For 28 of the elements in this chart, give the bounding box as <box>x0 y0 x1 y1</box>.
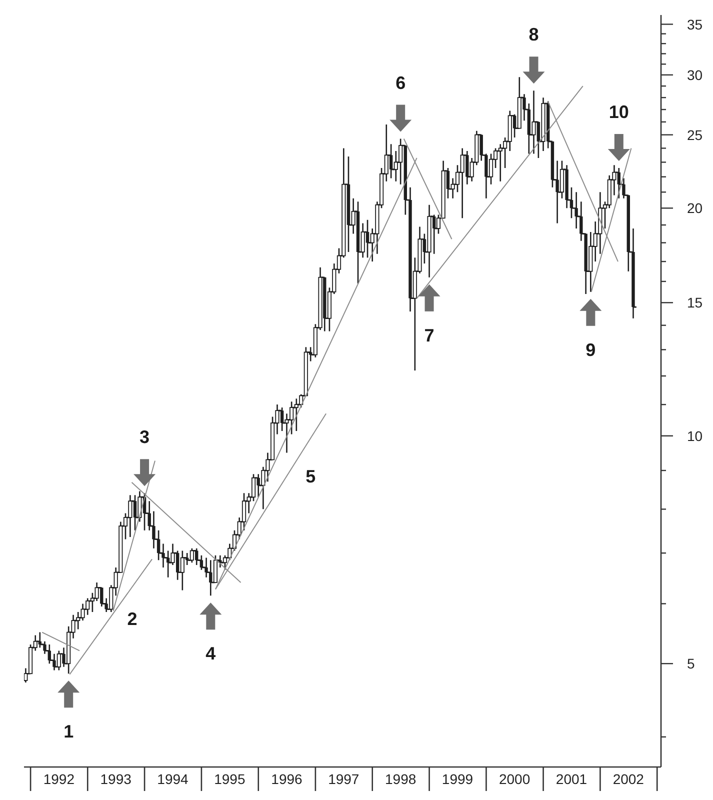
annotation: 2 <box>127 608 138 629</box>
x-tick-label: 1993 <box>100 771 132 787</box>
x-tick-label: 2000 <box>499 771 530 787</box>
y-tick-label: 10 <box>687 428 703 444</box>
annotation: 1 <box>64 722 74 742</box>
y-tick-label: 25 <box>687 126 703 143</box>
annotation: 9 <box>586 340 596 360</box>
annotation: 10 <box>608 102 629 122</box>
annotation: 4 <box>206 644 216 664</box>
y-tick-label: 20 <box>687 200 703 216</box>
x-tick-label: 1999 <box>442 771 474 787</box>
x-tick-label: 1994 <box>157 771 189 787</box>
x-tick-label: 1997 <box>328 771 360 787</box>
x-tick-label: 1996 <box>271 771 303 787</box>
x-tick-label: 1992 <box>43 771 75 787</box>
annotation: 3 <box>140 427 150 448</box>
x-tick-label: 2002 <box>612 771 644 787</box>
x-tick-label: 1995 <box>214 771 246 787</box>
annotation: 7 <box>424 325 434 346</box>
x-tick-label: 2001 <box>556 771 588 787</box>
y-tick-label: 35 <box>687 16 703 32</box>
annotation: 5 <box>306 466 316 486</box>
y-tick-label: 30 <box>687 66 703 83</box>
y-tick-label: 15 <box>687 294 703 311</box>
y-tick-label: 5 <box>687 656 695 672</box>
annotation: 8 <box>528 24 539 45</box>
x-tick-label: 1998 <box>385 771 416 787</box>
annotation: 6 <box>396 72 406 93</box>
